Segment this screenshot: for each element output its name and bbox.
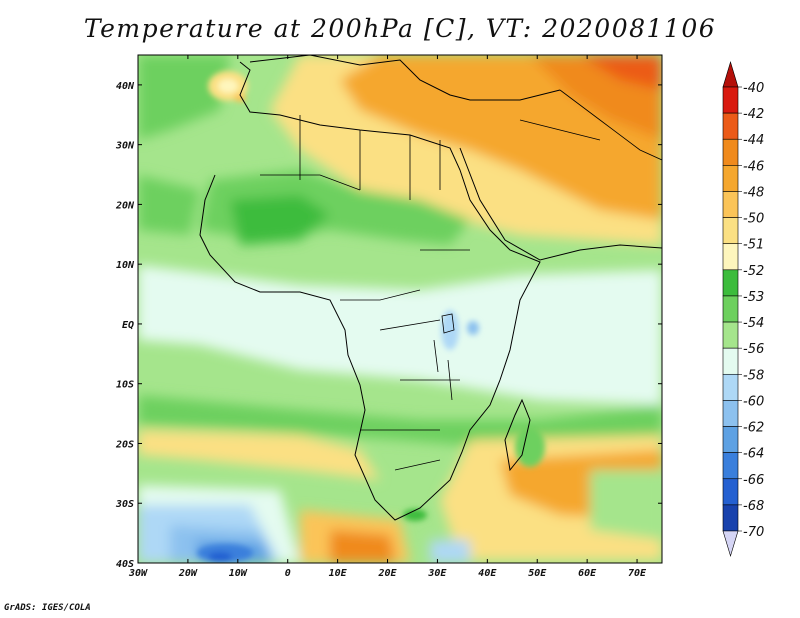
colorbar-label: -50 [743,212,764,227]
colorbar-label: -70 [743,525,764,540]
colorbar-swatch [722,191,739,218]
colorbar-label: -62 [743,421,764,436]
colorbar-swatch [722,86,739,114]
lon-tick-label: 50E [528,568,547,579]
colorbar-swatch [722,269,739,297]
lat-tick-label: 30N [115,141,135,152]
lat-tick-label: EQ [122,320,134,331]
lat-tick-label: 10S [116,380,134,391]
colorbar: -40 -42 -44 -46 -48 -50 -51 -52 -53 -54 -56 -58 -60 -… [722,60,764,558]
coastlines [199,55,662,521]
colorbar-swatch [722,426,739,453]
colorbar-label: -52 [743,264,764,279]
colorbar-swatch [722,347,739,375]
colorbar-swatch [722,112,739,140]
colorbar-label: -68 [743,499,764,514]
lat-tick-label: 30S [115,499,134,510]
colorbar-swatch [722,138,739,166]
lon-tick-label: 20E [377,568,397,579]
lon-tick-label: 10E [329,568,348,579]
colorbar-label: -46 [743,159,764,174]
lon-tick-label: 10W [229,568,248,579]
lon-tick-label: 60E [578,568,597,579]
asia-borders [519,89,662,161]
colorbar-swatch [722,373,739,401]
arabia-coastline [459,147,662,261]
colorbar-swatch [722,243,739,271]
colorbar-swatch [722,217,739,245]
colorbar-label: -58 [743,368,764,383]
colorbar-swatch [722,400,739,427]
lon-tick-label: 30E [427,568,447,579]
lat-tick-label: 10N [116,260,135,271]
lon-tick-label: 0 [285,568,291,579]
colorbar-swatch [722,165,739,192]
lat-tick-label: 40N [116,81,135,92]
plot-frame: 30W 20W 10W 0 10E 20E 30E 40E 50E 60E 70E 40N 30N 20N… [115,54,663,579]
colorbar-bottom-triangle [722,530,739,558]
rift-lakes [433,339,453,401]
temperature-field [138,55,662,563]
colorbar-label: -66 [743,473,764,488]
lon-tick-label: 70E [628,568,647,579]
lat-tick-label: 40S [116,559,134,570]
colorbar-label: -53 [743,290,764,305]
colorbar-label: -44 [743,133,764,148]
colorbar-swatch [722,504,739,532]
colorbar-top-triangle [722,60,739,88]
colorbar-label: -40 [743,81,764,96]
colorbar-label: -42 [743,107,764,122]
mediterranean-coast [249,55,561,101]
lake-victoria [441,313,455,334]
colorbar-label: -60 [743,394,764,409]
colorbar-swatch [722,321,739,349]
colorbar-swatch [722,478,739,506]
lon-tick-label: 30W [128,568,148,579]
colorbar-label: -54 [743,316,764,331]
colorbar-label: -56 [743,342,764,357]
lat-tick-label: 20N [115,200,135,211]
country-borders [260,115,470,471]
page-title: Temperature at 200hPa [C], VT: 202008110… [83,14,717,43]
colorbar-swatch [722,452,739,480]
credit-label: GrADS: IGES/COLA [4,603,91,613]
lon-tick-label: 20W [178,568,198,579]
madagascar-coastline [504,398,531,472]
colorbar-swatch [722,295,739,323]
colorbar-label: -51 [743,238,764,253]
colorbar-label: -48 [743,185,764,200]
lon-tick-label: 40E [478,568,497,579]
colorbar-label: -64 [743,447,764,462]
lat-tick-label: 20S [115,439,134,450]
